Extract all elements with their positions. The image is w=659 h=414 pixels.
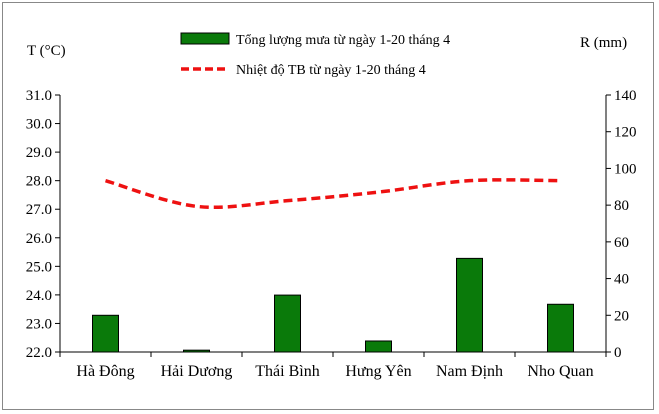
rainfall-bar	[183, 349, 210, 353]
y-left-tick-label: 31.0	[26, 88, 52, 104]
y-left-tick-label: 30.0	[26, 117, 52, 133]
y-left-tick-label: 24.0	[26, 288, 52, 304]
y-left-tick-label: 27.0	[26, 202, 52, 218]
chart-frame	[2, 2, 654, 410]
y-right-tick-label: 60	[614, 235, 629, 251]
plot-area: 22.0 23.0 24.0 25.0 26.0 27.0 28.0 29.0 30.0 31.0…	[26, 88, 637, 380]
y-right-tick-label: 120	[614, 125, 637, 141]
x-category-label: Hải Dương	[161, 363, 233, 380]
temperature-line	[105, 178, 561, 210]
rainfall-bar	[456, 257, 483, 353]
x-category-label: Hưng Yên	[345, 363, 411, 380]
legend: Tổng lượng mưa từ ngày 1-20 tháng 4 Nhiệ…	[180, 32, 450, 78]
rainfall-bar	[547, 303, 574, 353]
legend-bar-label: Tổng lượng mưa từ ngày 1-20 tháng 4	[236, 33, 450, 48]
y-left-tick-label: 23.0	[26, 316, 52, 332]
y-left-tick-label: 28.0	[26, 174, 52, 190]
x-category-label: Nam Định	[436, 363, 503, 380]
x-category-label: Nho Quan	[527, 363, 593, 380]
legend-line-label: Nhiệt độ TB từ ngày 1-20 tháng 4	[236, 63, 426, 78]
y-left-tick-label: 22.0	[26, 345, 52, 361]
y-right-tick-label: 80	[614, 198, 629, 214]
y-right-tick-label: 140	[614, 88, 637, 104]
y-right-tick-label: 40	[614, 272, 629, 288]
y-left-tick-label: 25.0	[26, 259, 52, 275]
x-category-label: Thái Bình	[255, 363, 319, 380]
rainfall-bar	[365, 340, 392, 353]
x-category-label: Hà Đông	[76, 363, 134, 380]
rainfall-bar	[274, 294, 301, 353]
legend-bar-swatch	[180, 32, 230, 45]
y-right-tick-label: 100	[614, 161, 637, 177]
y-left-tick-label: 26.0	[26, 231, 52, 247]
y-axis-left-title: T (°C)	[27, 43, 66, 59]
y-right-tick-label: 20	[614, 308, 629, 324]
y-axis-right-title: R (mm)	[580, 35, 627, 51]
y-left-tick-label: 29.0	[26, 145, 52, 161]
y-right-tick-label: 0	[614, 345, 622, 361]
rainfall-bar	[92, 314, 119, 353]
